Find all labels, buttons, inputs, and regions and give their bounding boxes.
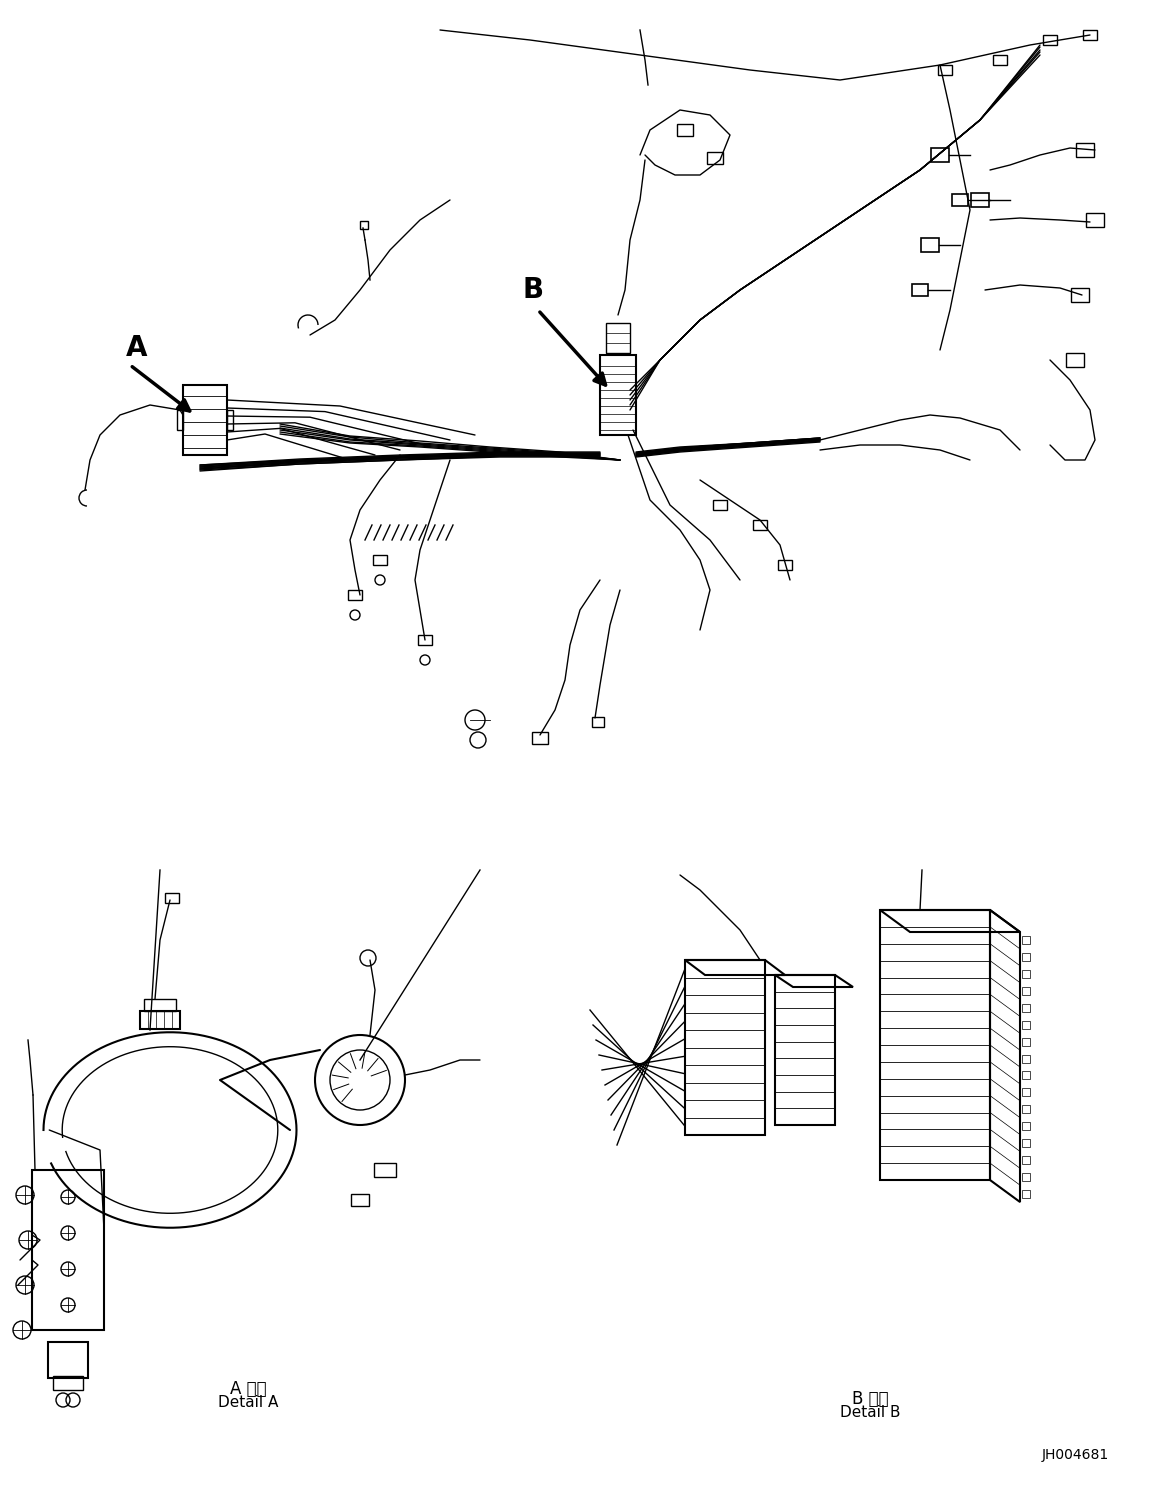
Bar — [971, 193, 989, 207]
Bar — [144, 998, 176, 1010]
Bar — [939, 65, 952, 74]
Bar — [1022, 1189, 1030, 1198]
Bar — [53, 1376, 83, 1390]
Bar — [752, 519, 768, 530]
Bar — [1022, 954, 1030, 961]
Bar — [373, 555, 387, 565]
Bar — [1043, 36, 1057, 45]
Bar — [932, 147, 949, 162]
Bar — [1022, 1156, 1030, 1164]
Bar — [1022, 1106, 1030, 1113]
Bar — [531, 732, 548, 744]
Bar — [140, 1010, 180, 1030]
Bar — [1022, 970, 1030, 978]
Bar — [880, 911, 990, 1180]
Bar — [592, 717, 604, 728]
Bar — [778, 559, 792, 570]
Bar — [1022, 1037, 1030, 1046]
Bar — [912, 284, 928, 296]
Bar — [1022, 1138, 1030, 1147]
Text: JH004681: JH004681 — [1041, 1448, 1108, 1463]
Bar — [1071, 289, 1089, 302]
Text: A 詳細: A 詳細 — [229, 1379, 266, 1399]
Bar — [600, 356, 636, 434]
Bar — [418, 635, 431, 644]
Bar — [351, 1193, 369, 1205]
Bar — [677, 124, 693, 135]
Bar — [1083, 30, 1097, 40]
Bar — [177, 411, 183, 430]
Bar — [1022, 1055, 1030, 1062]
Bar — [921, 238, 939, 251]
Bar — [1022, 1071, 1030, 1079]
Bar — [227, 411, 233, 430]
Text: Detail A: Detail A — [217, 1396, 278, 1411]
Bar — [48, 1342, 88, 1378]
Bar — [993, 55, 1007, 65]
Bar — [1066, 353, 1084, 368]
Bar — [165, 893, 179, 903]
Bar — [1022, 1088, 1030, 1097]
Bar — [374, 1164, 395, 1177]
Bar — [1022, 1122, 1030, 1129]
Bar — [713, 500, 727, 510]
Bar — [348, 591, 362, 600]
Bar — [361, 222, 368, 229]
Bar — [1022, 936, 1030, 945]
Bar — [1022, 987, 1030, 995]
Bar — [707, 152, 723, 164]
Bar — [33, 1170, 104, 1330]
Bar — [606, 323, 630, 353]
Bar — [685, 960, 765, 1135]
Bar — [183, 385, 227, 455]
Text: B 詳細: B 詳細 — [851, 1390, 889, 1408]
Text: Detail B: Detail B — [840, 1405, 900, 1420]
Text: B: B — [522, 275, 543, 304]
Bar — [775, 975, 835, 1125]
Bar — [1022, 1004, 1030, 1012]
Bar — [1022, 1173, 1030, 1180]
Bar — [1086, 213, 1104, 228]
Bar — [1076, 143, 1094, 158]
Text: A: A — [127, 333, 148, 362]
Bar — [952, 193, 968, 205]
Bar — [1022, 1021, 1030, 1028]
